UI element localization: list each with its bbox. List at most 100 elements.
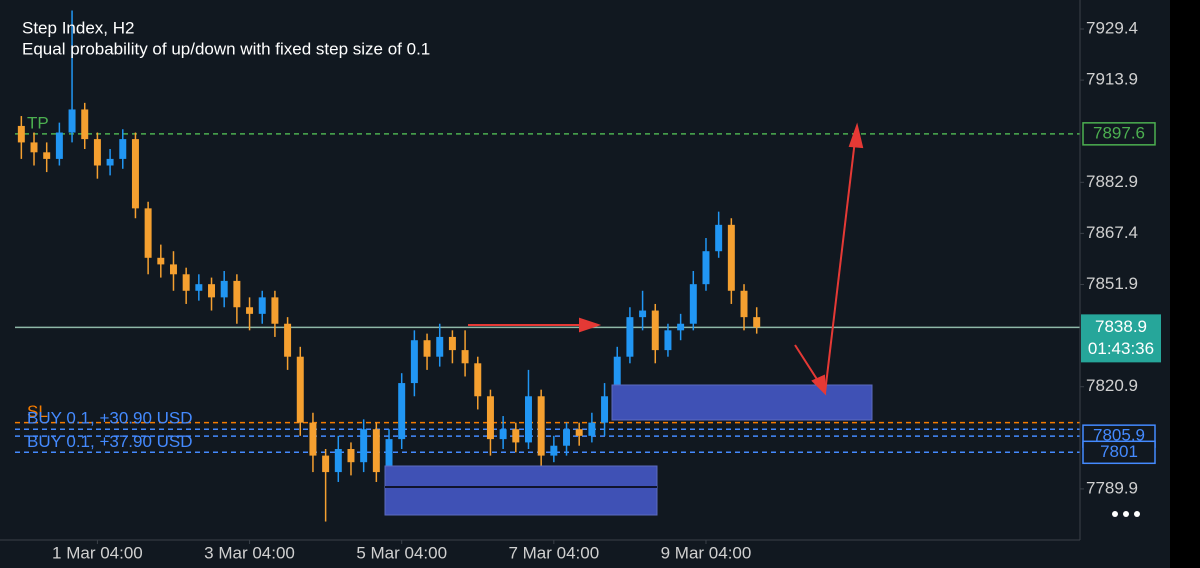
last-price-label: 7838.9 <box>1095 317 1147 336</box>
candle-body <box>169 264 177 275</box>
candle-body <box>474 363 482 397</box>
candle-body <box>106 158 114 166</box>
candle-body <box>639 310 647 318</box>
candle-body <box>195 284 203 291</box>
price-box-label: 7897.6 <box>1093 123 1145 142</box>
price-box <box>1082 122 1156 146</box>
candle-body <box>81 109 89 140</box>
arrow-head <box>579 317 602 333</box>
candle-body <box>601 396 609 423</box>
candle-body <box>93 139 101 166</box>
candle-body <box>524 396 532 443</box>
candle-body <box>664 330 672 351</box>
y-tick-label: 7882.9 <box>1086 172 1138 191</box>
arrow <box>824 139 856 394</box>
candle-body <box>626 317 634 357</box>
candle-body <box>17 125 25 143</box>
candle-body <box>360 429 368 463</box>
last-price-box <box>1081 314 1161 363</box>
arrow <box>794 344 821 385</box>
countdown-label: 01:43:36 <box>1088 339 1154 358</box>
candle-body <box>727 224 735 291</box>
candle-body <box>398 383 406 440</box>
chart-title: Step Index, H2 <box>22 18 134 37</box>
candle-body <box>486 396 494 440</box>
candle-body <box>322 455 330 473</box>
x-tick-label: 3 Mar 04:00 <box>204 543 295 562</box>
candle-body <box>43 152 51 159</box>
candle-body <box>689 284 697 324</box>
candle-body <box>448 336 456 351</box>
candle-body <box>537 396 545 456</box>
y-tick-label: 7913.9 <box>1086 70 1138 89</box>
candle-body <box>436 336 444 357</box>
side-strip <box>1170 0 1200 568</box>
y-tick-label: 7820.9 <box>1086 376 1138 395</box>
candle-body <box>372 429 380 473</box>
candle-body <box>68 109 76 133</box>
candle-body <box>550 445 558 456</box>
candle-body <box>334 449 342 473</box>
arrows <box>468 122 864 396</box>
candle-body <box>30 142 38 153</box>
candle-body <box>715 224 723 252</box>
candle-body <box>309 422 317 456</box>
y-tick-label: 7789.9 <box>1086 478 1138 497</box>
candle-body <box>144 208 152 258</box>
candle-body <box>284 323 292 357</box>
candle-body <box>258 297 266 314</box>
candle-body <box>55 132 63 159</box>
x-tick-label: 9 Mar 04:00 <box>661 543 752 562</box>
candle-body <box>347 449 355 463</box>
y-tick-label: 7867.4 <box>1086 223 1138 242</box>
candle-body <box>385 439 393 473</box>
candle-body <box>461 350 469 364</box>
x-tick-label: 1 Mar 04:00 <box>52 543 143 562</box>
candle-body <box>499 429 507 440</box>
more-menu[interactable] <box>1112 511 1140 517</box>
candle-body <box>233 280 241 308</box>
candle-body <box>753 317 761 328</box>
candle-body <box>613 356 621 397</box>
candle-body <box>119 139 127 159</box>
candles <box>17 10 761 522</box>
arrow-head <box>811 374 827 396</box>
price-box <box>1082 440 1156 465</box>
level-label: TP <box>27 113 49 132</box>
demand-zone <box>384 465 658 516</box>
chart-subtitle: Equal probability of up/down with fixed … <box>22 39 430 58</box>
zones <box>384 122 873 516</box>
candle-body <box>677 323 685 331</box>
candle-body <box>182 274 190 291</box>
axes: 7929.4 7913.9 7882.9 7867.4 7851.9 7820.9 7789… <box>0 0 1161 562</box>
x-tick-label: 5 Mar 04:00 <box>356 543 447 562</box>
level-label: BUY 0.1, +37.90 USD <box>27 432 193 451</box>
price-box-label: 7805.9 <box>1093 426 1145 445</box>
y-tick-label: 7929.4 <box>1086 18 1138 37</box>
candle-body <box>575 429 583 436</box>
y-tick-label: 7851.9 <box>1086 274 1138 293</box>
candle-body <box>410 340 418 384</box>
candle-body <box>208 284 216 298</box>
x-tick-label: 7 Mar 04:00 <box>508 543 599 562</box>
candle-body <box>246 307 254 314</box>
candle-body <box>296 356 304 423</box>
candle-body <box>131 139 139 209</box>
price-box-label: 7801 <box>1100 442 1138 461</box>
candle-body <box>423 340 431 357</box>
candle-body <box>512 429 520 443</box>
candle-body <box>740 290 748 318</box>
candle-body <box>271 297 279 324</box>
level-label: SL <box>27 402 48 421</box>
candle-body <box>651 310 659 351</box>
candle-body <box>563 429 571 446</box>
candle-body <box>702 251 710 285</box>
candle-body <box>588 422 596 436</box>
candle-body <box>220 280 228 298</box>
candle-body <box>157 257 165 265</box>
level-label: BUY 0.1, +30.90 USD <box>27 409 193 428</box>
demand-zone <box>611 384 873 421</box>
arrow-head <box>848 122 864 149</box>
